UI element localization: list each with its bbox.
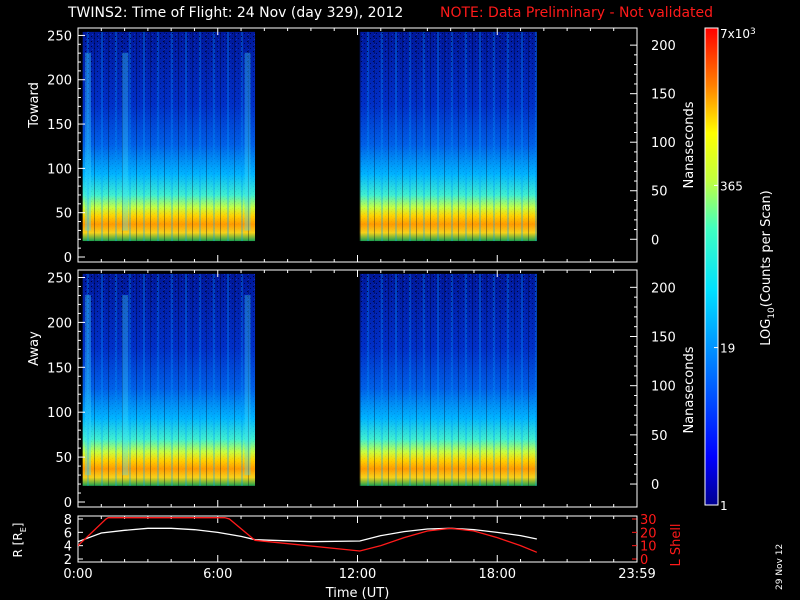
spectrogram-speckle [359,31,537,242]
y2tick-label: 200 [651,39,676,54]
eph-xtick-label: 12:00 [339,567,376,582]
eph-y2tick-label: 10 [640,540,657,555]
panel-y2label: Nanaseconds [682,346,697,433]
ytick-label: 50 [55,451,72,466]
spectrogram-panel-away: 0 50 100 150 200 250 Away 0 50 100 150 200 Nanasecon… [27,269,697,511]
panel-ylabel: Toward [27,82,42,129]
y2tick-label: 0 [651,478,659,493]
panel-ylabel: Away [27,331,42,366]
eph-ytick-label: 2 [64,553,72,568]
spectrogram-burst [84,52,91,231]
eph-xtick-label: 0:00 [63,567,92,582]
colorbar-tick-label: 365 [720,179,743,193]
figure-title: TWINS2: Time of Flight: 24 Nov (day 329)… [68,5,404,21]
colorbar-tick-label: 1 [720,499,728,513]
colorbar [704,27,719,506]
eph-y2tick-label: 20 [640,526,657,541]
y2tick-label: 150 [651,331,676,346]
eph-xtick-label: 23:59 [618,567,655,582]
panel-y2label: Nanaseconds [682,101,697,188]
colorbar-label-log: LOG [759,319,774,346]
date-stamp: 29 Nov 12 [775,543,785,590]
ytick-label: 250 [47,29,72,44]
eph-ylabel-main: R [R [11,532,25,557]
spectrogram-speckle [82,273,256,486]
spectrogram-burst [244,295,251,476]
ytick-label: 250 [47,271,72,286]
y2tick-label: 50 [651,429,668,444]
y2tick-label: 100 [651,136,676,151]
colorbar-label-rest: (Counts per Scan) [759,190,774,307]
spectrogram-burst [122,295,129,476]
eph-xtick-label: 6:00 [203,567,232,582]
eph-xtick-label: 18:00 [479,567,516,582]
spectrogram-panel-toward: 0 50 100 150 200 250 Toward 0 50 100 150 200 Nanasec… [27,27,697,266]
ytick-label: 0 [64,496,72,511]
eph-ytick-label: 4 [64,540,72,555]
spectrogram-burst [84,295,91,476]
ytick-label: 100 [47,162,72,177]
preliminary-note: NOTE: Data Preliminary - Not validated [440,5,714,21]
ytick-label: 150 [47,361,72,376]
l-shell-trace [78,517,538,553]
eph-xlabel: Time (UT) [325,586,390,600]
r-distance-trace [78,527,537,543]
colorbar-label-sub: 10 [767,307,777,319]
colorbar-max-exp: 3 [750,27,756,37]
y2tick-label: 150 [651,88,676,103]
spectrogram-speckle [82,31,256,242]
colorbar-max-base: 7x10 [720,27,750,41]
y2tick-label: 200 [651,281,676,296]
eph-ytick-label: 6 [64,526,72,541]
colorbar-tick-label: 19 [720,342,735,356]
ytick-label: 200 [47,74,72,89]
y2tick-label: 50 [651,185,668,200]
spectrogram-burst [244,52,251,231]
ytick-label: 100 [47,406,72,421]
eph-y2tick-label: 0 [640,553,648,568]
colorbar-label: LOG10(Counts per Scan) [759,190,777,346]
colorbar-max-label: 7x103 [720,27,756,41]
spectrogram-burst [122,52,129,231]
y2tick-label: 100 [651,380,676,395]
eph-ylabel-end: ] [11,523,25,528]
y2tick-label: 0 [651,233,659,248]
eph-ylabel-sub: E [19,527,28,532]
ytick-label: 150 [47,118,72,133]
eph-ylabel: R [RE] [11,523,28,558]
ytick-label: 0 [64,251,72,266]
ytick-label: 200 [47,316,72,331]
eph-y2label: L Shell [669,523,684,566]
eph-ytick-label: 8 [64,513,72,528]
ytick-label: 50 [55,207,72,222]
spectrogram-speckle [359,273,537,486]
eph-y2tick-label: 30 [640,513,657,528]
